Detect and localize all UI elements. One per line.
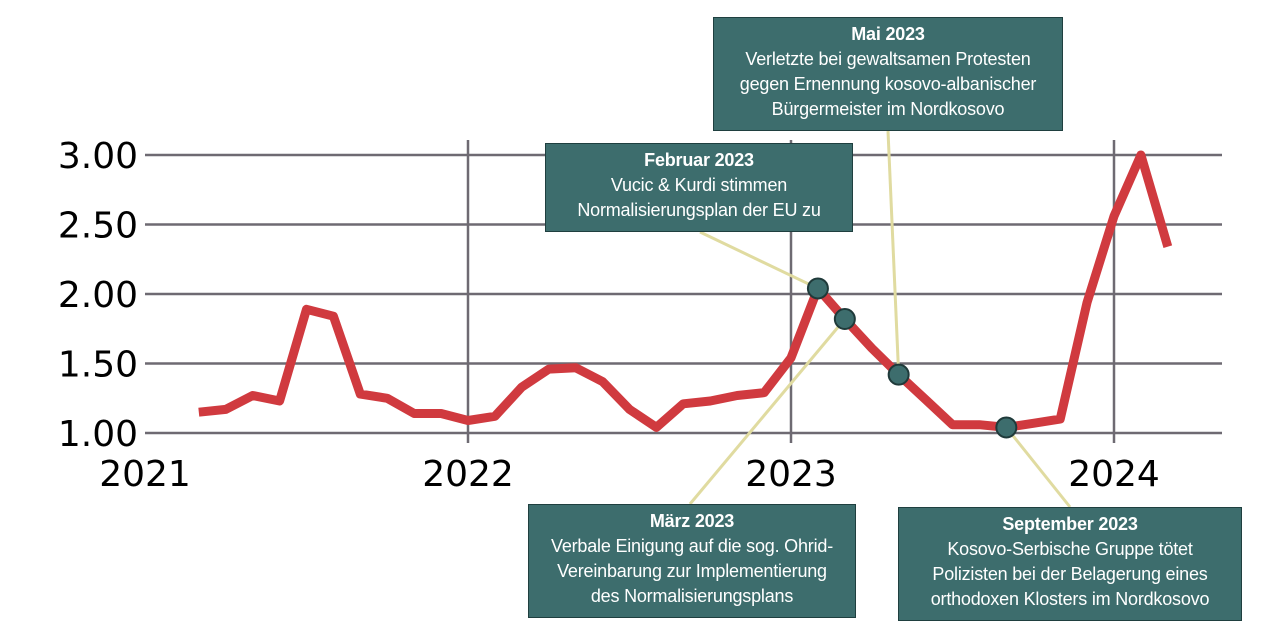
annotation-callout-may-2023: Mai 2023 Verletzte bei gewaltsamen Prote… [713, 17, 1063, 131]
annotation-connector [699, 230, 819, 290]
event-markers [806, 277, 1018, 439]
x-tick-label: 2024 [1068, 454, 1160, 495]
annotation-line: Verbale Einigung auf die sog. Ohrid- [551, 536, 833, 556]
annotation-connector [1005, 426, 1072, 508]
y-tick-label: 3.00 [58, 136, 138, 177]
annotation-callout-mar-2023: März 2023 Verbale Einigung auf die sog. … [528, 504, 856, 618]
y-tick-label: 1.50 [58, 345, 138, 386]
annotation-line: Vucic & Kurdi stimmen [610, 175, 788, 195]
event-marker [887, 363, 910, 386]
annotation-line: Vereinbarung zur Implementierung [557, 561, 827, 581]
annotation-line: Polizisten bei der Belagerung eines [932, 564, 1208, 584]
event-marker [806, 277, 829, 300]
x-tick-label: 2023 [745, 454, 837, 495]
event-marker [833, 308, 856, 331]
annotation-line: gegen Ernennung kosovo-albanischer [739, 74, 1037, 94]
x-tick-label: 2021 [99, 454, 191, 495]
y-tick-label: 1.00 [58, 414, 138, 455]
annotation-title: September 2023 [1002, 514, 1138, 534]
annotation-title: März 2023 [649, 511, 735, 531]
event-marker [995, 416, 1018, 439]
annotation-line: Normalisierungsplan der EU zu [577, 200, 821, 220]
annotation-callout-feb-2023: Februar 2023 Vucic & Kurdi stimmen Norma… [545, 143, 853, 232]
annotation-line: orthodoxen Klosters im Nordkosovo [930, 589, 1210, 609]
annotation-line: des Normalisierungsplans [590, 586, 794, 606]
axis-tick-labels: 1.00 1.50 2.00 2.50 3.00 2021 2022 2023 2024 [58, 136, 1160, 495]
annotation-title: Mai 2023 [851, 24, 925, 44]
annotation-connector [886, 130, 901, 375]
annotation-connector [688, 318, 846, 505]
annotation-line: Bürgermeister im Nordkosovo [771, 99, 1005, 119]
annotation-connectors [688, 130, 1072, 508]
annotation-line: Verletzte bei gewaltsamen Protesten [745, 49, 1031, 69]
annotation-title: Februar 2023 [644, 150, 754, 170]
x-tick-label: 2022 [422, 454, 514, 495]
y-tick-label: 2.00 [58, 275, 138, 316]
annotation-line: Kosovo-Serbische Gruppe tötet [947, 539, 1193, 559]
y-tick-label: 2.50 [58, 206, 138, 247]
annotation-callout-sep-2023: September 2023 Kosovo-Serbische Gruppe t… [898, 507, 1242, 621]
